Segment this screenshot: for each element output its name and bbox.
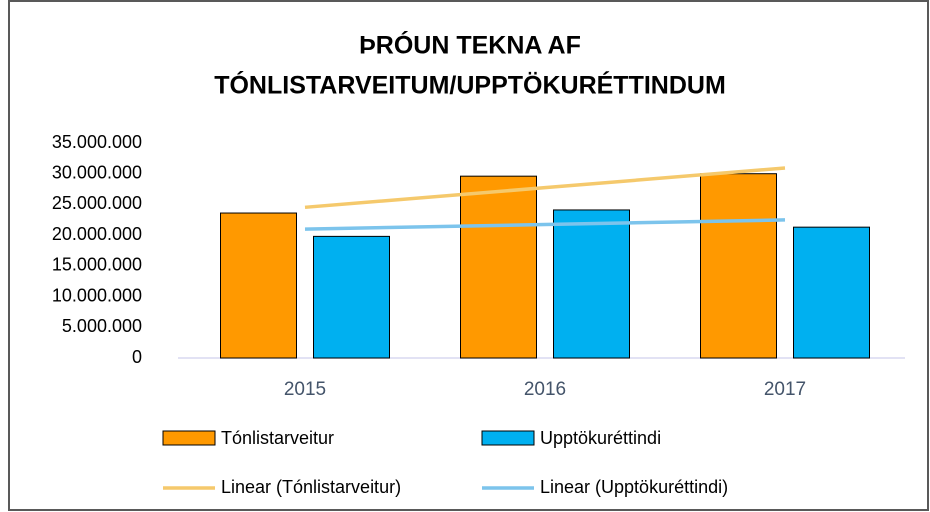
x-tick-label: 2016 <box>524 379 566 400</box>
legend-label: Linear (Tónlistarveitur) <box>221 477 401 497</box>
y-tick-label: 5.000.000 <box>62 316 142 336</box>
y-tick-label: 30.000.000 <box>52 162 142 182</box>
bar <box>460 175 537 359</box>
trend-line <box>304 166 786 210</box>
y-tick-label: 35.000.000 <box>52 132 142 152</box>
y-tick-label: 15.000.000 <box>52 255 142 275</box>
y-tick-label: 10.000.000 <box>52 285 142 305</box>
trend-line <box>304 218 786 231</box>
chart-title: TÓNLISTARVEITUM/UPPTÖKURÉTTINDUM <box>214 70 726 100</box>
legend-swatch <box>162 430 216 446</box>
legend-label: Linear (Upptökuréttindi) <box>540 477 728 497</box>
x-tick-label: 2015 <box>284 379 326 400</box>
y-tick-label: 20.000.000 <box>52 224 142 244</box>
bar <box>700 173 777 359</box>
y-tick-label: 25.000.000 <box>52 193 142 213</box>
bar <box>553 209 630 359</box>
legend-swatch <box>481 430 535 446</box>
legend-label: Tónlistarveitur <box>221 428 334 448</box>
bar <box>313 235 390 359</box>
x-tick-label: 2017 <box>764 379 806 400</box>
chart-title: ÞRÓUN TEKNA AF <box>359 30 581 60</box>
y-tick-label: 0 <box>132 347 142 367</box>
bar <box>793 226 870 359</box>
legend-label: Upptökuréttindi <box>540 428 661 448</box>
bar <box>220 212 297 359</box>
